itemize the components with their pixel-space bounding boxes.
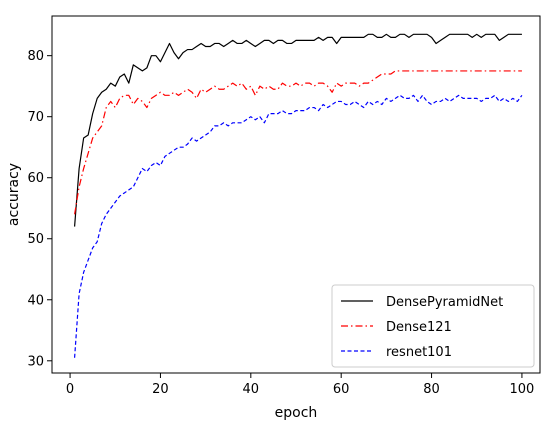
legend-label: DensePyramidNet [386, 295, 503, 310]
plot-frame [51, 15, 541, 374]
series-line-resnet101 [73, 94, 523, 358]
series-line-densepyramidnet [73, 33, 522, 227]
y-tick-label: 60 [27, 171, 44, 186]
y-tick-label: 70 [27, 110, 44, 125]
legend-label: Dense121 [386, 320, 452, 335]
x-tick-label: 20 [152, 382, 169, 397]
plot-area [51, 15, 541, 374]
legend: DensePyramidNet Dense121 resnet101 [331, 284, 535, 368]
x-tick-label: 80 [423, 382, 440, 397]
legend-box [331, 284, 535, 368]
series-line-dense121 [73, 70, 522, 215]
x-axis-ticks: 0 20 40 60 80 100 [66, 373, 534, 397]
y-axis-ticks: 30 40 50 60 70 80 [27, 49, 52, 369]
x-tick-label: 60 [333, 382, 350, 397]
y-tick-label: 30 [27, 354, 44, 369]
x-tick-label: 100 [510, 382, 535, 397]
legend-label: resnet101 [386, 345, 452, 360]
x-tick-label: 40 [243, 382, 260, 397]
series-layer [73, 33, 523, 358]
y-axis-title: accuracy [6, 163, 22, 226]
x-tick-label: 0 [66, 382, 74, 397]
y-tick-label: 80 [27, 49, 44, 64]
y-tick-label: 50 [27, 232, 44, 247]
y-tick-label: 40 [27, 293, 44, 308]
x-axis-title: epoch [275, 405, 318, 421]
